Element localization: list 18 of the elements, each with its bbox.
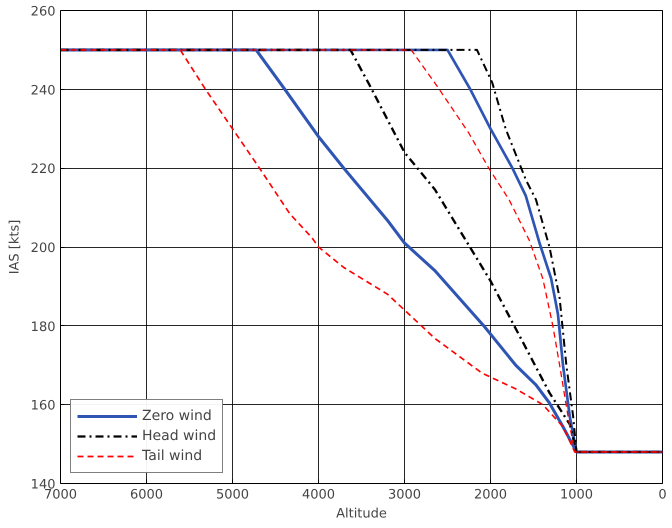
x-tick-label: 2000 — [474, 488, 508, 502]
x-tick-label: 0 — [658, 488, 667, 502]
y-tick-label: 160 — [30, 398, 56, 414]
x-tick-label: 4000 — [302, 488, 336, 502]
y-tick-label: 220 — [30, 162, 56, 178]
x-axis-title: Altitude — [336, 506, 387, 522]
x-tick-label: 3000 — [388, 488, 422, 502]
y-tick-label: 260 — [30, 4, 56, 20]
y-tick-label: 240 — [30, 83, 56, 98]
x-tick-label: 6000 — [130, 488, 164, 502]
legend-label: Zero wind — [142, 408, 212, 424]
y-axis-title: IAS [kts] — [8, 220, 23, 274]
x-tick-label: 5000 — [216, 488, 250, 502]
legend-label: Head wind — [142, 428, 216, 444]
y-tick-label: 180 — [30, 320, 56, 335]
legend-label: Tail wind — [142, 448, 202, 464]
x-tick-label: 1000 — [560, 488, 594, 502]
y-tick-label: 200 — [30, 241, 56, 256]
